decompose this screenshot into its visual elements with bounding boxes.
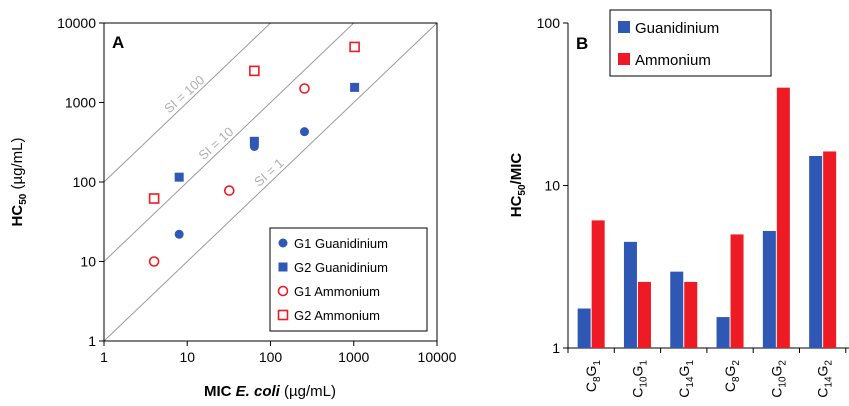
data-point bbox=[174, 172, 184, 182]
data-point bbox=[224, 185, 235, 196]
category-label: C14G1 bbox=[676, 360, 696, 398]
bar bbox=[637, 281, 651, 348]
si-label: SI = 100 bbox=[161, 72, 207, 116]
legend-swatch bbox=[618, 53, 630, 65]
bar bbox=[716, 317, 730, 348]
legend-entry: G2 Ammonium bbox=[294, 308, 380, 323]
panel-a-ticks: 1 10 100 1000 10000 1 10 100 1000 10000 bbox=[57, 15, 457, 365]
bar bbox=[730, 234, 744, 348]
y-tick-label: 100 bbox=[537, 15, 561, 31]
legend-entry: Guanidinium bbox=[635, 20, 719, 37]
data-point bbox=[277, 285, 289, 297]
data-point bbox=[174, 229, 184, 239]
panel-a-y-axis-title: HC50 (µg/mL) bbox=[9, 138, 29, 227]
panel-a: 1 10 100 1000 10000 1 10 100 1000 10000 SI = 100 S… bbox=[9, 15, 457, 400]
y-tick-label: 1 bbox=[552, 340, 560, 356]
data-point bbox=[249, 136, 259, 146]
si-line bbox=[104, 23, 355, 262]
panel-b: 1 10 100 C8G1 C10G1 C14G1 C8G2 C10G2 C14G2 B Gu… bbox=[508, 9, 849, 398]
legend-entry: G2 Guanidinium bbox=[294, 260, 388, 275]
si-line bbox=[104, 23, 272, 183]
data-point bbox=[349, 41, 360, 53]
x-tick-label: 10 bbox=[179, 349, 195, 365]
data-point bbox=[278, 262, 288, 272]
category-label: C8G1 bbox=[583, 360, 603, 393]
panel-a-x-axis-title: MIC E. coli (µg/mL) bbox=[204, 383, 336, 400]
bar bbox=[809, 155, 823, 348]
x-tick-label: 10000 bbox=[418, 349, 457, 365]
panel-b-legend: Guanidinium Ammonium bbox=[609, 9, 772, 77]
bar bbox=[762, 230, 776, 348]
category-label: C10G1 bbox=[629, 360, 649, 398]
y-tick-label: 10000 bbox=[57, 15, 96, 31]
y-tick-label: 10 bbox=[544, 178, 560, 194]
data-point bbox=[299, 127, 309, 137]
x-tick-label: 100 bbox=[259, 349, 283, 365]
panel-b-ticks: 1 10 100 bbox=[537, 15, 847, 356]
legend-entry: G1 Guanidinium bbox=[294, 236, 388, 251]
panel-b-bars bbox=[577, 87, 837, 348]
bar bbox=[577, 308, 591, 348]
y-tick-label: 1 bbox=[88, 333, 96, 349]
data-point bbox=[249, 65, 260, 77]
panel-a-legend: G1 Guanidinium G2 Guanidinium G1 Ammonium G… bbox=[269, 227, 428, 332]
bar bbox=[670, 271, 684, 348]
si-label: SI = 10 bbox=[195, 124, 236, 163]
category-label: C8G2 bbox=[722, 360, 742, 393]
bar bbox=[591, 220, 605, 348]
data-point bbox=[350, 82, 360, 92]
panel-b-label: B bbox=[576, 34, 588, 53]
panel-b-legend-frame bbox=[609, 9, 772, 77]
data-point bbox=[148, 256, 160, 267]
legend-entry: Ammonium bbox=[635, 52, 711, 69]
y-tick-label: 100 bbox=[73, 174, 97, 190]
y-tick-label: 1000 bbox=[65, 95, 96, 111]
panel-b-category-labels: C8G1 C10G1 C14G1 C8G2 C10G2 C14G2 bbox=[583, 360, 835, 398]
category-label: C10G2 bbox=[768, 360, 788, 398]
bar bbox=[684, 281, 698, 348]
data-point bbox=[148, 193, 160, 204]
data-point bbox=[277, 309, 289, 321]
x-tick-label: 1000 bbox=[338, 349, 369, 365]
bar bbox=[823, 151, 837, 348]
data-point bbox=[278, 238, 288, 248]
si-lines bbox=[104, 23, 437, 341]
panel-b-y-axis-title: HC50/MIC bbox=[508, 153, 528, 218]
si-line bbox=[104, 23, 437, 341]
data-point bbox=[299, 83, 310, 94]
x-tick-label: 1 bbox=[100, 349, 108, 365]
bar bbox=[776, 87, 790, 348]
panel-a-label: A bbox=[112, 33, 124, 52]
panel-a-legend-frame bbox=[269, 227, 428, 332]
y-tick-label: 10 bbox=[80, 254, 96, 270]
bar bbox=[623, 241, 637, 348]
legend-swatch bbox=[618, 21, 630, 33]
category-label: C14G2 bbox=[815, 360, 835, 398]
panel-a-points bbox=[148, 41, 360, 267]
legend-entry: G1 Ammonium bbox=[294, 284, 380, 299]
